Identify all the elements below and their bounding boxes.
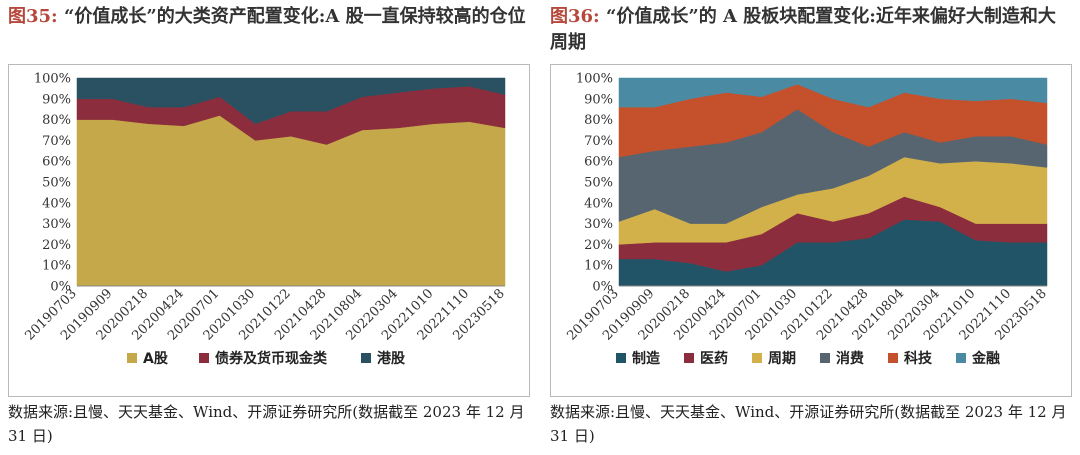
figure-title: 图35: “价值成长”的大类资产配置变化:A 股一直保持较高的仓位	[8, 4, 530, 30]
stacked-area-chart: 0%10%20%30%40%50%60%70%80%90%100%2019070…	[22, 72, 507, 368]
y-tick-label: 80%	[584, 113, 613, 128]
legend-swatch	[616, 353, 626, 363]
source-note: 数据来源:且慢、天天基金、Wind、开源证券研究所(数据截至 2023 年 12…	[550, 403, 1067, 445]
legend-label: 制造	[632, 350, 660, 367]
left-figure: 图35: “价值成长”的大类资产配置变化:A 股一直保持较高的仓位 0% 10% 2…	[8, 0, 538, 455]
y-tick-label: 80%	[42, 113, 71, 128]
legend-label: 金融	[971, 350, 1000, 367]
legend-label: 消费	[836, 350, 864, 367]
right-figure: 图36: “价值成长”的 A 股板块配置变化:近年来偏好大制造和大周期 0% 10…	[550, 0, 1080, 455]
figure-title: 图36: “价值成长”的 A 股板块配置变化:近年来偏好大制造和大周期	[550, 4, 1072, 56]
y-tick-label: 10%	[584, 259, 613, 274]
y-tick-label: 70%	[42, 134, 71, 149]
legend-label: 债券及货币现金类	[215, 350, 328, 367]
chart-frame: 0% 10% 20% 30% 40% 50% 60% 70% 80% 90% 100% 2019070…	[550, 64, 1072, 397]
legend-swatch	[752, 353, 762, 363]
source-note: 数据来源:且慢、天天基金、Wind、开源证券研究所(数据截至 2023 年 12…	[8, 403, 525, 445]
y-tick-label: 100%	[576, 72, 613, 87]
figure-label: 图36:	[550, 6, 600, 27]
legend-label: A股	[143, 351, 169, 367]
y-tick-label: 0%	[50, 280, 71, 295]
figure-title-text: “价值成长”的大类资产配置变化:A 股一直保持较高的仓位	[63, 6, 526, 27]
y-tick-label: 30%	[584, 217, 613, 232]
area-series-2	[76, 77, 506, 125]
legend-label: 医药	[700, 350, 728, 367]
legend-swatch	[888, 353, 898, 363]
y-tick-label: 20%	[42, 238, 71, 253]
y-tick-label: 60%	[42, 155, 71, 170]
y-tick-label: 30%	[42, 217, 71, 232]
y-tick-label: 20%	[584, 238, 613, 253]
area-series-0	[76, 115, 506, 287]
legend-swatch	[199, 353, 209, 363]
legend-swatch	[820, 353, 830, 363]
y-tick-label: 50%	[584, 176, 613, 191]
legend-label: 科技	[904, 350, 933, 367]
y-tick-label: 10%	[42, 259, 71, 274]
y-tick-label: 90%	[584, 92, 613, 107]
legend-label: 周期	[768, 351, 796, 367]
y-tick-label: 60%	[584, 155, 613, 170]
y-tick-label: 70%	[584, 134, 613, 149]
figure-title-text: “价值成长”的 A 股板块配置变化:近年来偏好大制造和大周期	[550, 6, 1056, 53]
y-tick-label: 100%	[34, 72, 71, 87]
legend-swatch	[956, 353, 966, 363]
legend-swatch	[361, 353, 371, 363]
y-tick-label: 0%	[592, 280, 613, 295]
figure-label: 图35:	[8, 6, 58, 27]
stacked-area-chart: 0%10%20%30%40%50%60%70%80%90%100%2019070…	[564, 72, 1049, 368]
y-tick-label: 50%	[42, 176, 71, 191]
chart-frame: 0% 10% 20% 30% 40% 50% 60% 70% 80% 90% 100% 2019070…	[8, 64, 530, 397]
y-tick-label: 90%	[42, 92, 71, 107]
y-tick-label: 40%	[584, 196, 613, 211]
legend-swatch	[684, 353, 694, 363]
y-tick-label: 40%	[42, 196, 71, 211]
legend-swatch	[127, 353, 137, 363]
area-series-5	[618, 77, 1048, 108]
legend-label: 港股	[377, 350, 406, 367]
